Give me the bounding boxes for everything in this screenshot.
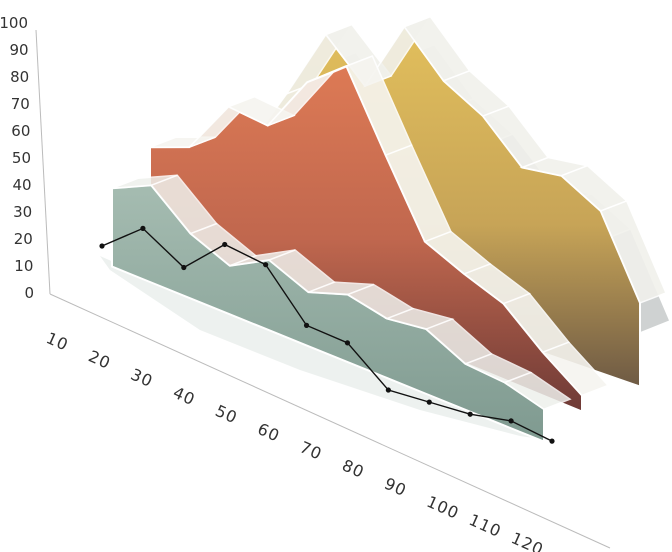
y-tick-label: 0 xyxy=(24,284,34,302)
series-line xyxy=(99,225,555,444)
x-tick-label: 120 xyxy=(508,528,546,552)
x-tick-label: 60 xyxy=(255,419,283,445)
y-axis-line xyxy=(35,29,51,295)
series-top-face-front xyxy=(503,371,572,411)
x-tick-label: 70 xyxy=(297,437,325,463)
axis-lines xyxy=(35,29,611,549)
y-tick-label: 50 xyxy=(12,149,31,167)
line-marker xyxy=(508,418,514,424)
x-tick-label: 40 xyxy=(170,383,198,409)
line-marker xyxy=(140,225,146,231)
x-tick-label: 100 xyxy=(424,492,462,523)
x-tick-label: 90 xyxy=(382,474,410,500)
x-tick-label: 10 xyxy=(43,328,71,354)
y-tick-label: 60 xyxy=(11,122,30,140)
y-tick-label: 10 xyxy=(14,257,33,275)
y-tick-label: 100 xyxy=(0,14,28,32)
line-marker xyxy=(181,264,187,271)
line-marker xyxy=(99,243,105,249)
line-marker xyxy=(467,411,473,417)
series-layer xyxy=(99,15,667,444)
y-tick-label: 20 xyxy=(14,230,33,248)
y-tick-label: 30 xyxy=(13,203,32,221)
line-marker xyxy=(385,387,391,393)
line-marker xyxy=(303,322,310,328)
series-top-face-back xyxy=(599,200,667,304)
x-tick-label: 20 xyxy=(86,346,114,372)
series-top-face-middle xyxy=(541,341,610,397)
y-tick-label: 70 xyxy=(11,95,30,113)
x-axis-line xyxy=(49,293,611,549)
y-tick-label: 80 xyxy=(10,68,29,86)
x-tick-label: 80 xyxy=(339,456,367,482)
y-tick-labels: 0 10 20 30 40 50 60 70 80 90 100 xyxy=(0,14,34,302)
y-tick-label: 40 xyxy=(13,176,32,194)
line-marker xyxy=(344,340,351,346)
x-tick-label: 50 xyxy=(212,401,240,427)
line-marker xyxy=(263,262,269,268)
line-marker xyxy=(426,399,432,405)
series-line-path xyxy=(101,227,553,442)
line-marker xyxy=(222,241,228,248)
x-tick-label: 110 xyxy=(466,510,504,541)
line-marker xyxy=(549,438,555,444)
series-front xyxy=(111,174,572,443)
y-tick-label: 90 xyxy=(10,41,29,59)
x-tick-label: 30 xyxy=(128,365,156,391)
